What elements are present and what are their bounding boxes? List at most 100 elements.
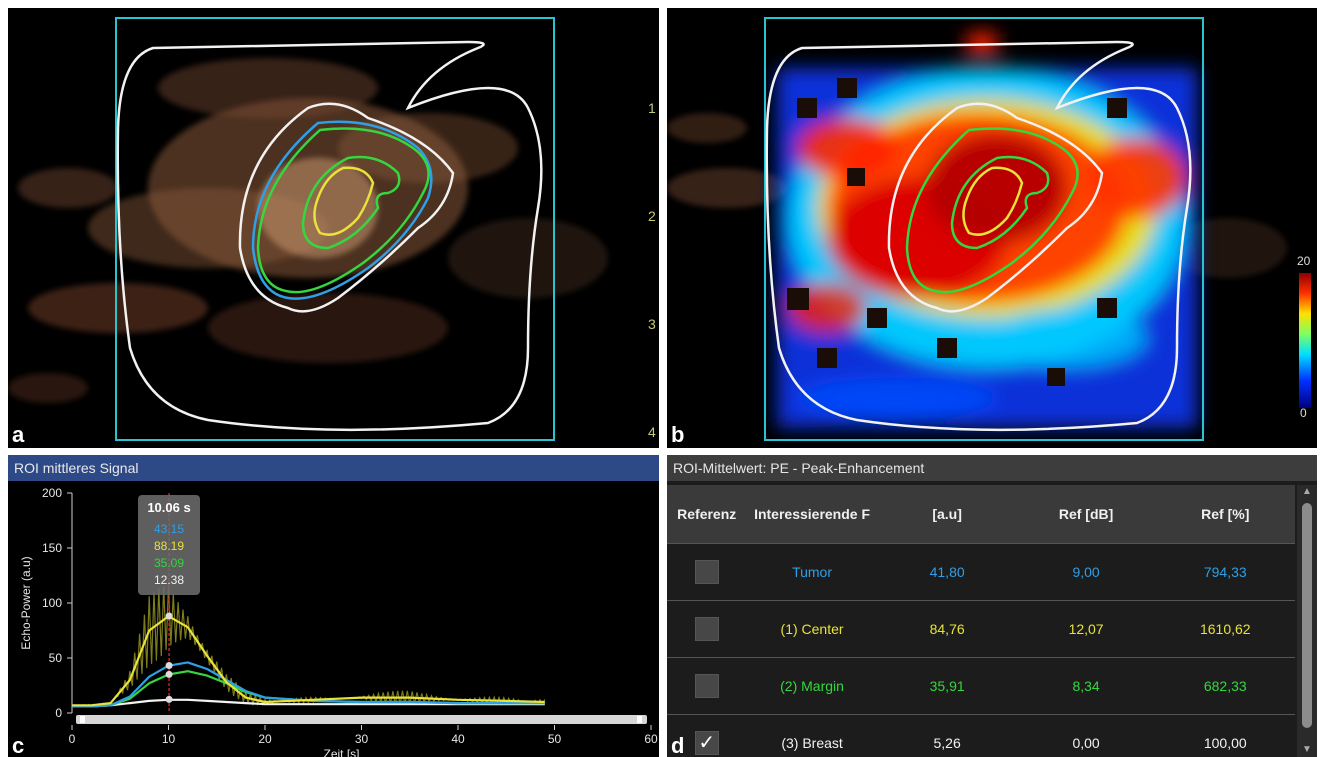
y-tick-label: 50 <box>49 651 63 665</box>
x-tick-label: 20 <box>258 732 272 746</box>
scroll-up-arrow-icon[interactable]: ▲ <box>1302 486 1312 497</box>
breast-roi-outline <box>116 40 543 432</box>
reference-checkbox[interactable] <box>694 617 719 641</box>
center-roi-outline <box>313 166 375 236</box>
fit-curve-line <box>72 661 545 708</box>
table-row[interactable]: Tumor 41,80 9,00 794,33 <box>667 543 1295 601</box>
reference-checkbox[interactable]: ✓ <box>694 731 719 755</box>
y-axis-label: Echo-Power (a.u) <box>19 556 33 649</box>
cursor-point <box>165 695 173 703</box>
ref-db-cell: 12,07 <box>1016 600 1156 658</box>
ref-db-cell: 0,00 <box>1016 714 1156 757</box>
margin-inner-outline <box>301 155 401 250</box>
roi-frame <box>115 17 555 441</box>
center-roi-outline <box>962 166 1024 236</box>
time-scrollbar-handle <box>80 716 85 723</box>
x-tick-label: 30 <box>355 732 369 746</box>
y-tick-label: 100 <box>42 596 62 610</box>
dropout-blocks <box>787 78 1127 386</box>
y-tick-label: 150 <box>42 541 62 555</box>
outer-roi-outline <box>887 102 1104 313</box>
parametric-map-panel: 20 0 b <box>667 8 1317 448</box>
au-value-cell: 84,76 <box>877 600 1017 658</box>
depth-label: 2 <box>648 208 656 224</box>
ref-db-cell: 9,00 <box>1016 543 1156 601</box>
x-tick-label: 50 <box>548 732 562 746</box>
table-title-bar: ROI-Mittelwert: PE - Peak-Enhancement <box>667 455 1317 481</box>
margin-inner-outline <box>950 155 1050 250</box>
y-tick-label: 200 <box>42 486 62 500</box>
panel-letter: d <box>671 733 685 757</box>
region-name-cell: Tumor <box>746 543 878 601</box>
x-axis-label: Zeit [s] <box>323 747 359 757</box>
chart-title: ROI mittleres Signal <box>14 460 139 476</box>
reference-cell[interactable] <box>667 657 747 715</box>
region-name-cell: (2) Margin <box>746 657 878 715</box>
tissue-speckle <box>8 58 608 403</box>
table-scrollbar[interactable]: ▲ ▼ <box>1297 485 1317 757</box>
ref-db-cell: 8,34 <box>1016 657 1156 715</box>
reference-cell[interactable]: ✓ <box>667 714 747 757</box>
tumor-roi-outline <box>251 120 433 300</box>
panel-letter: b <box>671 422 685 447</box>
colorbar-max-label: 20 <box>1297 254 1311 268</box>
table-title: ROI-Mittelwert: PE - Peak-Enhancement <box>673 460 925 476</box>
reference-cell[interactable] <box>667 543 747 601</box>
reference-checkbox[interactable] <box>694 560 719 584</box>
margin-roi-outline <box>256 127 430 294</box>
breast-roi-outline <box>765 40 1192 432</box>
colorbar-min-label: 0 <box>1300 406 1307 420</box>
x-tick-label: 0 <box>69 732 76 746</box>
header-region[interactable]: Interessierende F <box>746 485 878 544</box>
au-value-cell: 35,91 <box>877 657 1017 715</box>
header-au[interactable]: [a.u] <box>877 485 1017 544</box>
ref-pct-cell: 1610,62 <box>1155 600 1295 658</box>
parametric-map-image <box>667 17 1311 441</box>
outer-roi-outline <box>238 102 455 313</box>
table-row[interactable]: (2) Margin 35,91 8,34 682,33 <box>667 657 1295 715</box>
roi-frame <box>764 17 1204 441</box>
cursor-point <box>165 662 173 670</box>
x-tick-label: 10 <box>162 732 176 746</box>
fit-curve-line <box>72 615 545 707</box>
time-scrollbar-handle <box>637 716 642 723</box>
ultrasound-image-panel: 1 2 3 4 a <box>8 8 659 448</box>
colorbar <box>1299 273 1311 408</box>
scroll-down-arrow-icon[interactable]: ▼ <box>1302 744 1312 755</box>
fit-curve-line <box>72 698 545 708</box>
ref-pct-cell: 100,00 <box>1155 714 1295 757</box>
table-header-row: Referenz Interessierende F [a.u] Ref [dB… <box>667 485 1295 544</box>
chart-title-bar: ROI mittleres Signal <box>8 455 659 481</box>
depth-label: 1 <box>648 100 656 116</box>
tooltip-value-breast: 12.38 <box>153 573 185 587</box>
tooltip-value-tumor: 43.15 <box>153 522 185 536</box>
header-reference[interactable]: Referenz <box>667 485 747 544</box>
reference-checkbox[interactable] <box>694 674 719 698</box>
depth-label: 4 <box>648 424 656 440</box>
reference-cell[interactable] <box>667 600 747 658</box>
header-ref-db[interactable]: Ref [dB] <box>1016 485 1156 544</box>
y-tick-label: 0 <box>55 706 62 720</box>
ref-pct-cell: 682,33 <box>1155 657 1295 715</box>
tooltip-value-center: 88.19 <box>153 539 185 553</box>
roi-table: Referenz Interessierende F [a.u] Ref [dB… <box>667 485 1295 757</box>
au-value-cell: 5,26 <box>877 714 1017 757</box>
x-tick-label: 60 <box>644 732 658 746</box>
table-row[interactable]: ✓ (3) Breast 5,26 0,00 100,00 <box>667 714 1295 757</box>
table-row[interactable]: (1) Center 84,76 12,07 1610,62 <box>667 600 1295 658</box>
panel-letter: c <box>12 733 25 757</box>
ultrasound-image <box>8 17 608 441</box>
region-name-cell: (1) Center <box>746 600 878 658</box>
time-intensity-chart: 0 50 100 150 200 0 10 20 30 40 50 60 Zeit [s] Echo-Po… <box>19 486 658 757</box>
panel-letter: a <box>12 422 25 447</box>
header-ref-pct[interactable]: Ref [%] <box>1155 485 1295 544</box>
roi-table-panel: ROI-Mittelwert: PE - Peak-Enhancement Re… <box>667 455 1317 757</box>
depth-label: 3 <box>648 316 656 332</box>
cursor-point <box>165 670 173 678</box>
scroll-thumb[interactable] <box>1302 503 1312 728</box>
ref-pct-cell: 794,33 <box>1155 543 1295 601</box>
cursor-point <box>165 612 173 620</box>
value-tooltip: 10.06 s 43.15 88.19 35.09 12.38 <box>138 495 200 595</box>
au-value-cell: 41,80 <box>877 543 1017 601</box>
region-name-cell: (3) Breast <box>746 714 878 757</box>
